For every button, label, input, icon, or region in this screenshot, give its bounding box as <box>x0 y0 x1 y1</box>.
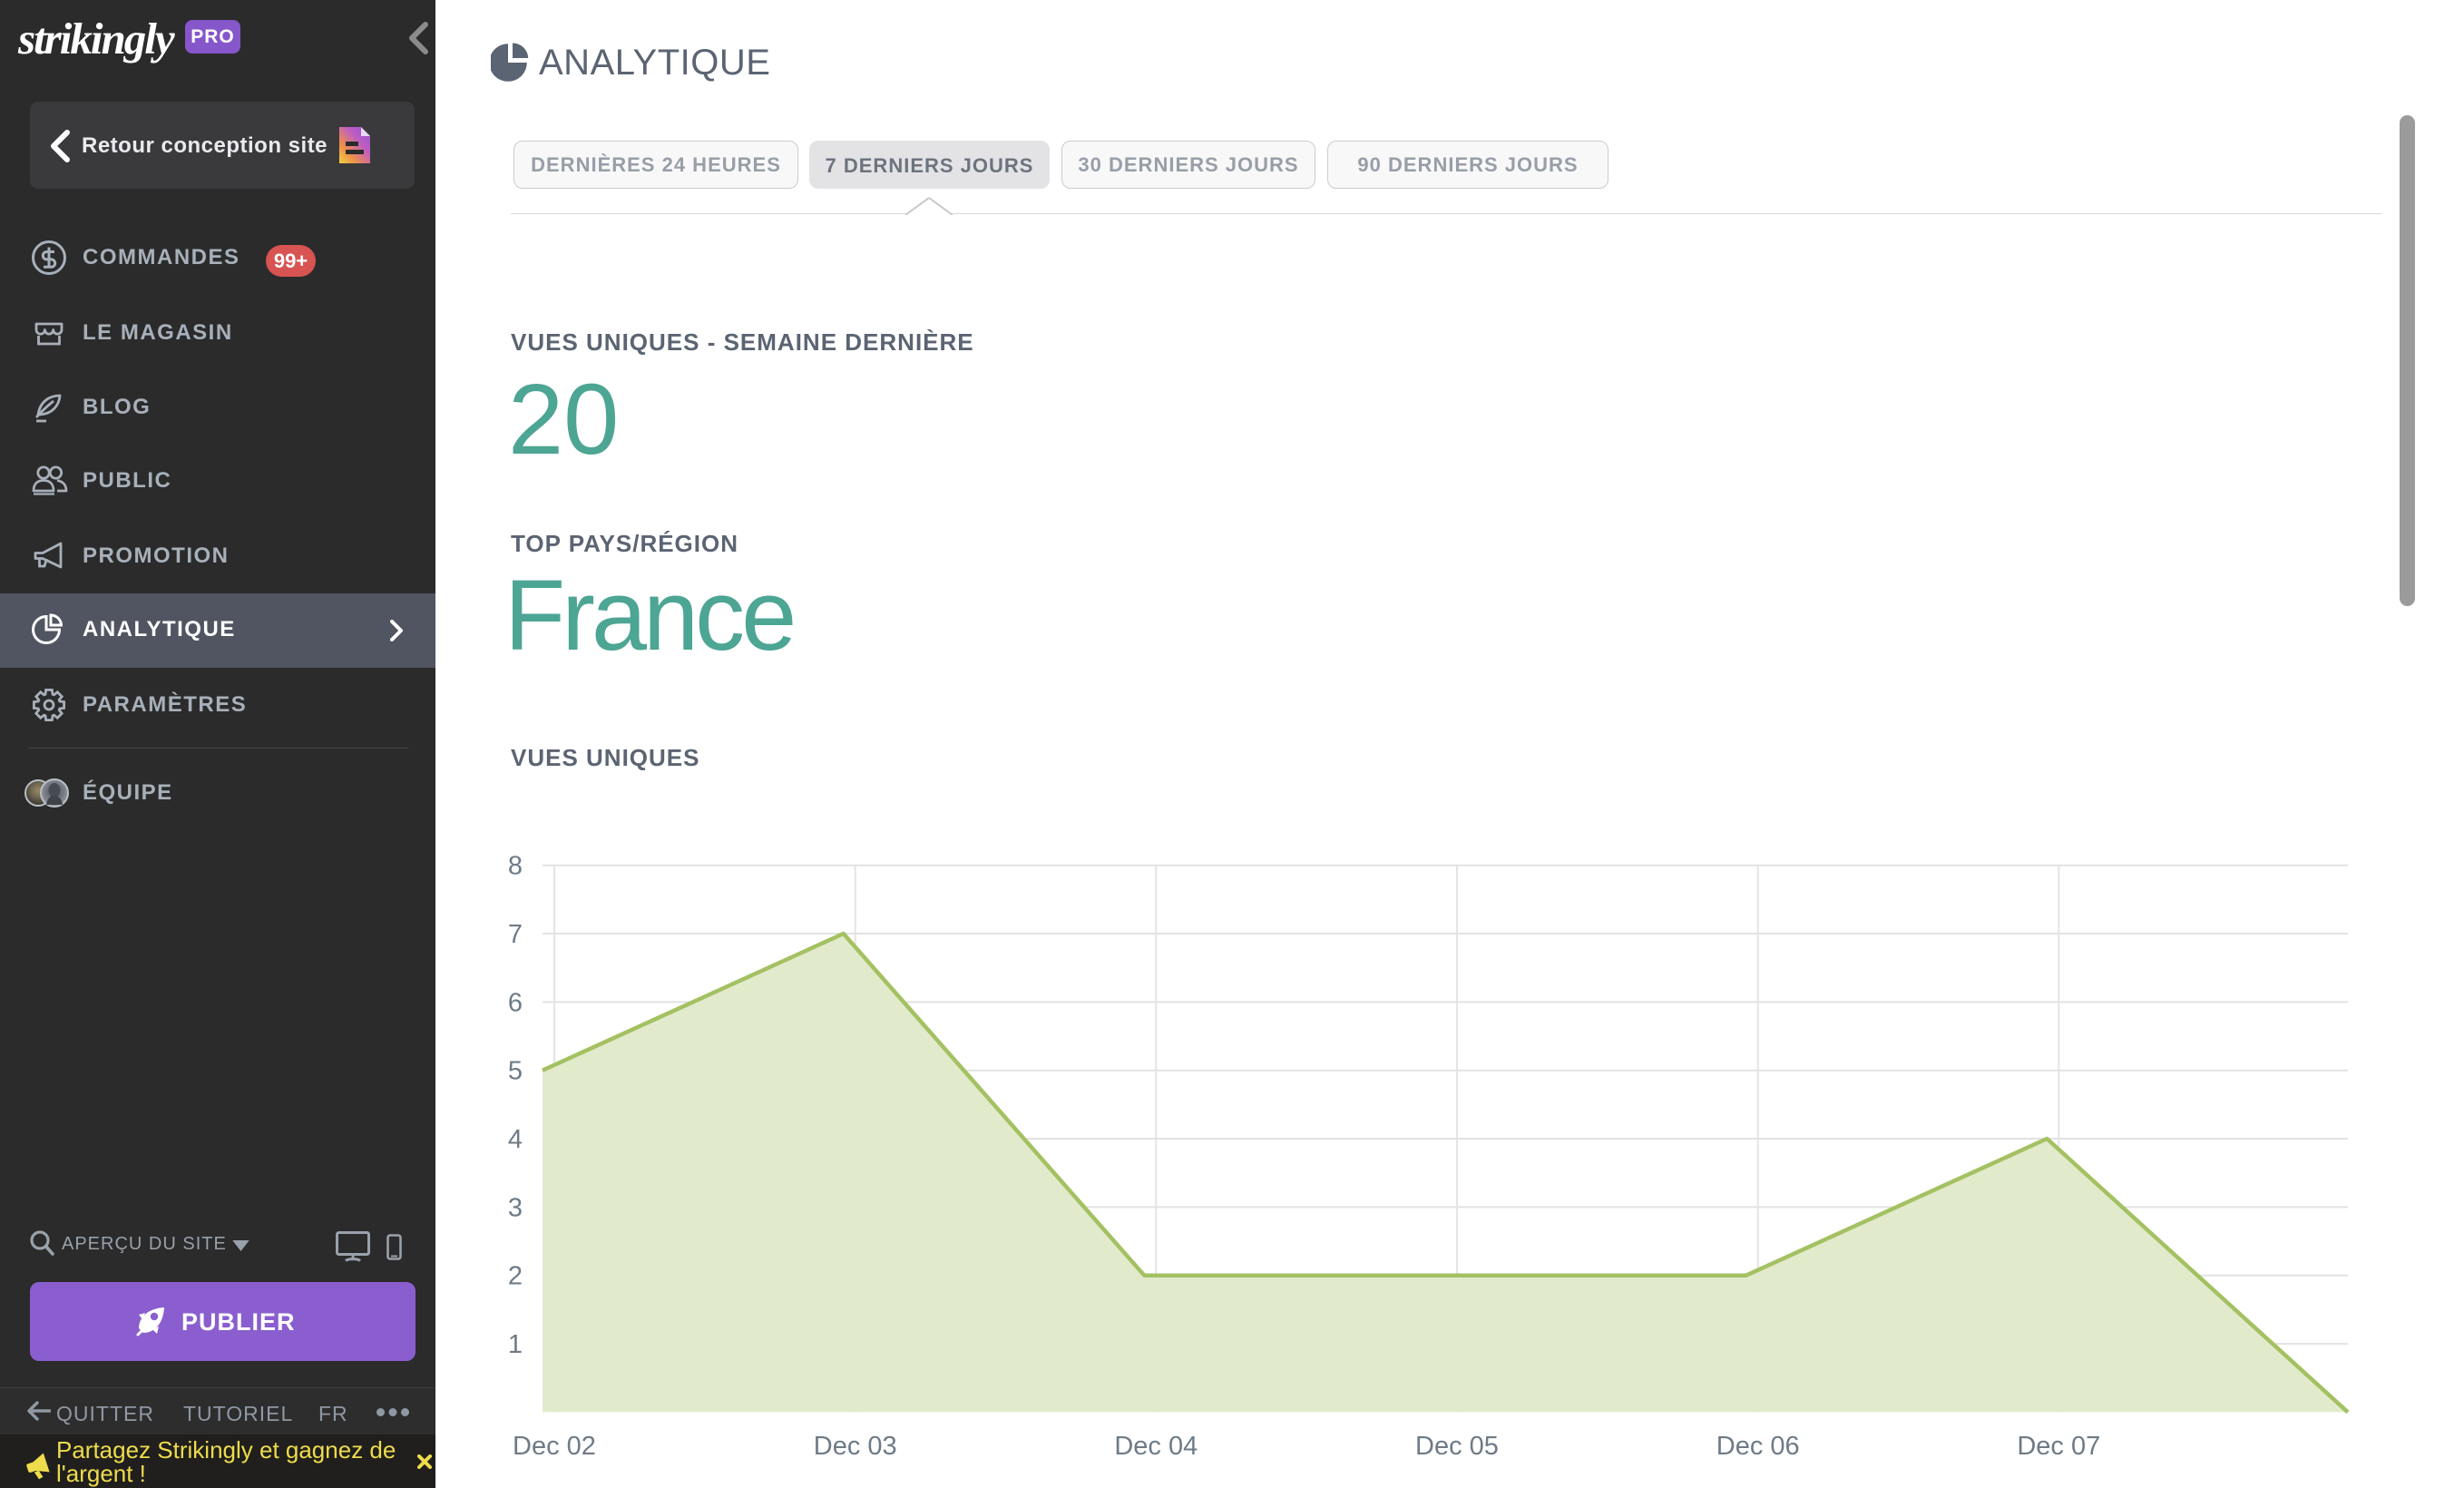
svg-text:3: 3 <box>508 1193 523 1222</box>
svg-text:Dec 06: Dec 06 <box>1716 1432 1800 1461</box>
svg-text:4: 4 <box>508 1125 523 1154</box>
svg-text:Dec 03: Dec 03 <box>814 1432 897 1461</box>
svg-text:2: 2 <box>508 1262 523 1291</box>
svg-text:6: 6 <box>508 988 523 1017</box>
svg-text:Dec 07: Dec 07 <box>2017 1432 2100 1461</box>
svg-text:7: 7 <box>508 920 523 949</box>
svg-text:Dec 02: Dec 02 <box>513 1432 596 1461</box>
svg-text:5: 5 <box>508 1057 523 1086</box>
svg-text:1: 1 <box>508 1330 523 1359</box>
svg-text:8: 8 <box>508 852 523 881</box>
svg-text:Dec 05: Dec 05 <box>1415 1432 1499 1461</box>
svg-text:Dec 04: Dec 04 <box>1114 1432 1198 1461</box>
